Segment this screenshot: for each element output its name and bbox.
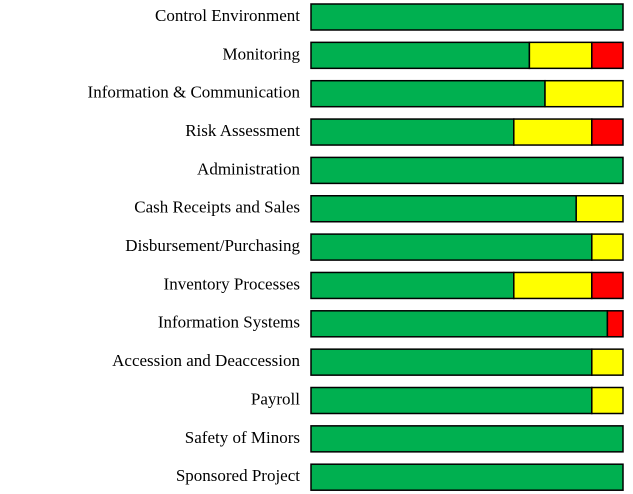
bar-segment — [310, 348, 593, 376]
category-label: Information & Communication — [88, 83, 301, 102]
bar-segment — [310, 79, 546, 108]
bar-segment — [310, 3, 624, 31]
bar-segment — [310, 41, 531, 70]
bar-segment — [310, 156, 624, 185]
bar-segment — [310, 425, 624, 453]
bar-segment — [591, 233, 624, 261]
bar-segment — [513, 271, 593, 300]
category-label: Safety of Minors — [185, 428, 300, 447]
bar-segment — [310, 463, 624, 491]
category-label: Risk Assessment — [185, 121, 300, 140]
category-label: Information Systems — [158, 313, 300, 332]
bar-segment — [575, 195, 624, 223]
bar-segment — [528, 41, 593, 70]
category-label: Payroll — [251, 389, 300, 408]
category-label: Disbursement/Purchasing — [125, 236, 300, 255]
category-label: Cash Receipts and Sales — [134, 198, 300, 217]
bar-segment — [591, 348, 624, 376]
category-label: Administration — [197, 159, 300, 178]
bar-segment — [310, 386, 593, 415]
category-label: Sponsored Project — [176, 466, 300, 485]
bar-segment — [544, 79, 624, 108]
bar-segment — [591, 118, 624, 146]
category-label: Control Environment — [155, 6, 300, 25]
category-label: Monitoring — [223, 44, 301, 63]
category-label: Inventory Processes — [164, 274, 300, 293]
category-label: Accession and Deaccession — [112, 351, 300, 370]
bar-segment — [591, 271, 624, 300]
bar-segment — [591, 41, 624, 70]
bar-segment — [513, 118, 593, 146]
bar-segment — [310, 195, 577, 223]
bar-segment — [591, 386, 624, 415]
bar-segment — [310, 271, 515, 300]
bar-segment — [310, 233, 593, 261]
bar-segment — [310, 118, 515, 146]
bar-segment — [310, 310, 609, 338]
bar-segment — [606, 310, 624, 338]
